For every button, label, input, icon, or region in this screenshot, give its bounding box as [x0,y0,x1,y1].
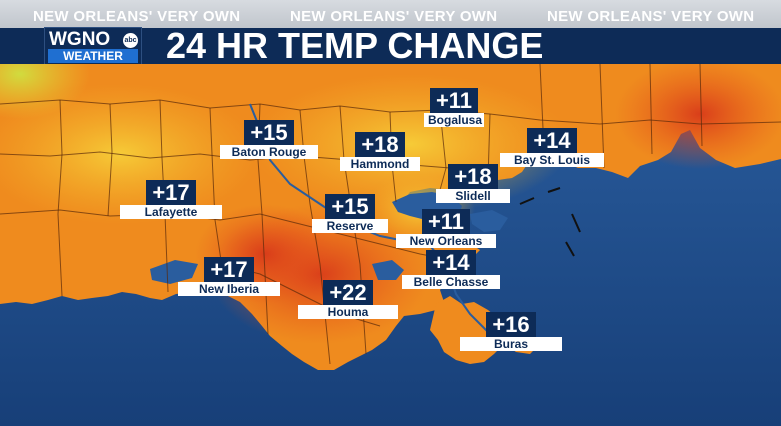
city-name: Houma [298,305,398,319]
city-name: New Orleans [396,234,496,248]
temp-change-value: +15 [244,120,294,145]
page-title: 24 HR TEMP CHANGE [166,25,544,66]
logo-weather: WEATHER [48,49,138,63]
temp-change-value: +18 [448,164,498,189]
logo-network-badge: abc [123,33,138,48]
temp-change-value: +17 [146,180,196,205]
hot-zone-mobile [615,64,781,169]
temperature-map [0,64,781,426]
cool-zone-northwest [0,64,90,119]
temp-change-value: +15 [325,194,375,219]
temp-change-value: +16 [486,312,536,337]
city-marker-bogalusa: +11 Bogalusa [424,88,484,127]
tagline-center: NEW ORLEANS' VERY OWN [290,8,498,25]
city-name: Lafayette [120,205,222,219]
city-marker-houma: +22 Houma [298,280,398,319]
city-marker-buras: +16 Buras [460,312,562,351]
city-marker-bay-st-louis: +14 Bay St. Louis [500,128,604,167]
temp-change-value: +11 [421,209,471,234]
city-name: Reserve [312,219,388,233]
city-name: Bogalusa [424,113,484,127]
city-marker-lafayette: +17 Lafayette [120,180,222,219]
city-marker-belle-chasse: +14 Belle Chasse [402,250,500,289]
city-marker-slidell: +18 Slidell [436,164,510,203]
tagline-bar: NEW ORLEANS' VERY OWN NEW ORLEANS' VERY … [0,0,781,30]
barrier-islands [519,187,581,257]
city-marker-reserve: +15 Reserve [312,194,388,233]
logo-station: WGNO [49,29,111,50]
temp-change-value: +22 [323,280,373,305]
city-name: New Iberia [178,282,280,296]
grand-lake [150,260,198,284]
temp-change-value: +17 [204,257,254,282]
city-name: Baton Rouge [220,145,318,159]
lake-salvador [372,260,404,280]
tagline-right: NEW ORLEANS' VERY OWN [547,8,755,25]
city-name: Buras [460,337,562,351]
city-marker-baton-rouge: +15 Baton Rouge [220,120,318,159]
temp-change-value: +14 [527,128,577,153]
city-name: Slidell [436,189,510,203]
city-name: Bay St. Louis [500,153,604,167]
mississippi-river [249,103,491,335]
tagline-left: NEW ORLEANS' VERY OWN [33,8,241,25]
temp-change-value: +18 [355,132,405,157]
station-logo: WGNO abc WEATHER [44,27,142,65]
city-marker-new-orleans: +11 New Orleans [396,209,496,248]
city-name: Hammond [340,157,420,171]
city-marker-hammond: +18 Hammond [340,132,420,171]
city-name: Belle Chasse [402,275,500,289]
temp-change-value: +14 [426,250,476,275]
city-marker-new-iberia: +17 New Iberia [178,257,280,296]
temp-change-value: +11 [429,88,479,113]
lake-borgne [470,210,508,232]
